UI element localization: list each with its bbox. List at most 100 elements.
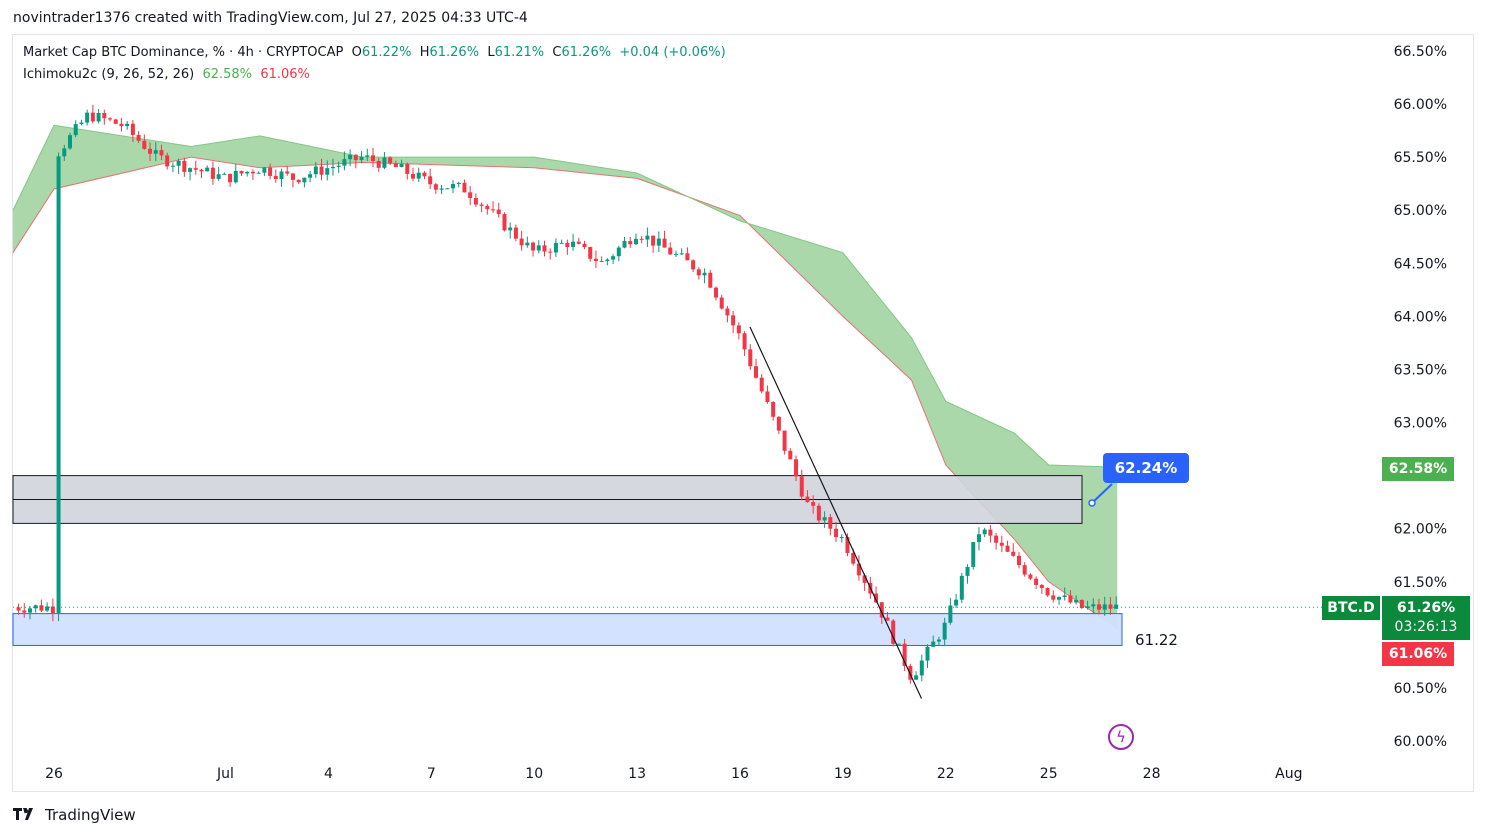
candle-body	[1079, 599, 1084, 608]
candle-body	[216, 174, 221, 179]
price-tag-callout[interactable]: 62.24%	[1103, 453, 1189, 483]
span-b-badge-text: 61.06%	[1388, 646, 1448, 662]
y-axis-tick-label: 65.50%	[1394, 150, 1447, 166]
candle-body	[393, 163, 398, 168]
callout-anchor-point	[1088, 499, 1096, 507]
span-a-badge: 62.58%	[1382, 457, 1454, 481]
ichimoku-cloud	[12, 124, 1118, 629]
candle-body	[50, 606, 55, 613]
symbol-badge-text: BTC.D	[1327, 600, 1375, 616]
candle-body	[1039, 584, 1044, 589]
x-axis-tick-label: 19	[834, 766, 852, 782]
candle-body	[279, 171, 284, 179]
candle-body	[605, 259, 610, 262]
candle-body	[588, 247, 593, 259]
candle-body	[771, 401, 776, 417]
candle-body	[794, 459, 799, 477]
candle-body	[119, 123, 124, 127]
last-price-text: 61.26%	[1396, 600, 1456, 616]
candle-body	[473, 197, 478, 205]
candle-body	[553, 242, 558, 253]
candle-body	[565, 242, 570, 247]
candle-body	[725, 308, 730, 316]
candle-body	[319, 166, 324, 175]
candle-body	[633, 238, 638, 245]
axes: 66.50% 66.00% 65.50% 65.00% 64.50% 64.00% 63.5…	[45, 44, 1447, 782]
candle-body	[914, 675, 919, 680]
y-axis-tick-label: 64.00%	[1394, 309, 1447, 325]
candle-body	[1011, 551, 1016, 556]
candle-body	[576, 241, 581, 244]
candle-body	[1062, 595, 1067, 598]
candle-body	[508, 227, 513, 231]
candle-body	[233, 170, 238, 183]
candle-body	[742, 333, 747, 350]
candle-body	[68, 135, 73, 149]
candle-body	[90, 112, 95, 122]
candle-body	[862, 575, 867, 583]
candle-body	[73, 124, 78, 136]
candle-body	[908, 665, 913, 680]
candle-body	[188, 168, 193, 172]
chart-panel[interactable]	[12, 34, 1474, 792]
candle-body	[759, 377, 764, 392]
candle-body	[491, 209, 496, 211]
x-axis-tick-label: 7	[427, 766, 436, 782]
candle-body	[1028, 574, 1033, 579]
candle-body	[645, 235, 650, 240]
candle-body	[256, 172, 261, 174]
lightning-icon[interactable]: ϟ	[1108, 724, 1134, 750]
candle-body	[153, 150, 158, 154]
candle-body	[593, 258, 598, 262]
candle-body	[239, 170, 244, 174]
candle-body	[422, 172, 427, 177]
candle-body	[222, 173, 227, 175]
candle-body	[22, 610, 27, 613]
candle-body	[685, 253, 690, 261]
candle-body	[199, 169, 204, 172]
candle-body	[616, 247, 621, 257]
candle-body	[125, 123, 130, 127]
candle-body	[816, 505, 821, 521]
symbol-legend[interactable]: Market Cap BTC Dominance, % · 4h · CRYPT…	[23, 45, 726, 60]
candle-body	[691, 260, 696, 270]
candle-body	[965, 566, 970, 576]
candle-body	[971, 542, 976, 567]
candle-body	[433, 184, 438, 190]
candle-body	[799, 476, 804, 497]
candle-body	[976, 534, 981, 543]
candle-body	[782, 430, 787, 451]
legend-close-value: 61.26%	[561, 45, 612, 60]
trendline-layer	[13, 326, 1380, 699]
candle-body	[130, 123, 135, 135]
zones	[12, 475, 1123, 646]
candle-body	[828, 517, 833, 529]
candle-body	[176, 160, 181, 166]
candle-body	[16, 607, 21, 611]
candle-body	[668, 247, 673, 255]
candle-body	[365, 155, 370, 157]
x-axis-tick-label: 10	[525, 766, 543, 782]
chart-header-attribution: novintrader1376 created with TradingView…	[13, 10, 528, 26]
candle-body	[936, 639, 941, 642]
candle-body	[250, 171, 255, 174]
candle-body	[839, 537, 844, 539]
candle-body	[959, 575, 964, 600]
candle-body	[502, 214, 507, 231]
candle-body	[891, 620, 896, 644]
ichimoku-legend[interactable]: Ichimoku2c (9, 26, 52, 26) 62.58% 61.06%	[23, 67, 310, 82]
candle-body	[1051, 595, 1056, 600]
candle-body	[879, 602, 884, 618]
legend-change: +0.04 (+0.06%)	[619, 45, 726, 60]
x-axis-tick-label: 25	[1040, 766, 1058, 782]
candle-body	[56, 156, 61, 613]
callout-pointer	[1091, 483, 1113, 504]
legend-open-value: 61.22%	[361, 45, 412, 60]
candle-body	[702, 272, 707, 276]
candle-body	[513, 227, 518, 239]
x-axis-tick-label: Jul	[216, 766, 234, 782]
candle-body	[170, 165, 175, 167]
y-axis-tick-label: 60.00%	[1394, 734, 1447, 750]
legend-low-value: 61.21%	[494, 45, 545, 60]
